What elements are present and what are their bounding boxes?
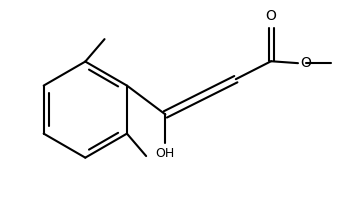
Text: O: O <box>300 56 311 70</box>
Text: O: O <box>266 9 276 23</box>
Text: OH: OH <box>156 147 175 160</box>
